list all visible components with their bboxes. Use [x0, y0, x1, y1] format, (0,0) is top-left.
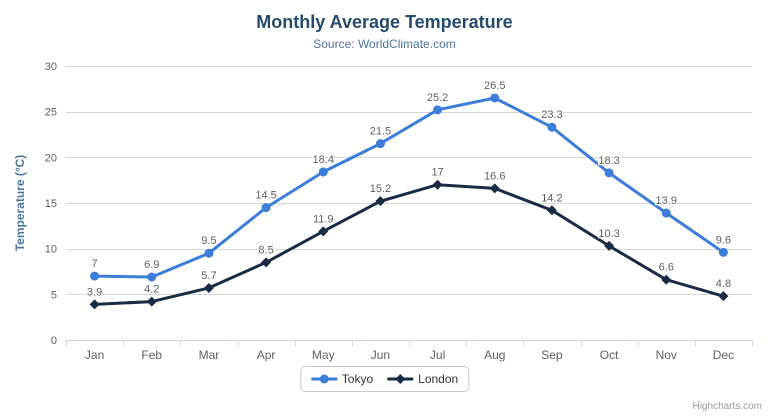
data-label: 18.3 [598, 155, 619, 167]
y-axis-label: 30 [45, 61, 57, 73]
data-point-london-dec[interactable] [718, 291, 729, 302]
chart-subtitle: Source: WorldClimate.com [313, 37, 456, 51]
data-label: 14.2 [541, 192, 562, 204]
data-point-tokyo-aug[interactable] [490, 93, 500, 103]
data-point-london-may[interactable] [318, 226, 329, 237]
data-point-london-jul[interactable] [432, 179, 443, 190]
y-axis-label: 5 [51, 289, 57, 301]
x-axis-label: Feb [141, 348, 162, 362]
data-point-london-jan[interactable] [89, 299, 100, 310]
x-axis-label: Oct [600, 348, 619, 362]
x-axis-label: May [312, 348, 335, 362]
data-point-tokyo-nov[interactable] [661, 208, 671, 218]
x-axis-label: Nov [656, 348, 677, 362]
data-point-tokyo-sep[interactable] [547, 122, 557, 132]
data-label: 13.9 [656, 195, 677, 207]
y-axis-label: 15 [45, 198, 57, 210]
series-line-tokyo[interactable] [93, 96, 725, 279]
data-point-tokyo-apr[interactable] [261, 203, 271, 213]
data-label: 26.5 [484, 80, 505, 92]
data-label: 6.6 [659, 262, 674, 274]
x-axis-label: Jul [430, 348, 445, 362]
data-point-tokyo-oct[interactable] [604, 168, 614, 178]
data-label: 6.9 [144, 259, 159, 271]
data-label: 10.3 [598, 228, 619, 240]
data-point-london-mar[interactable] [203, 282, 214, 293]
legend-label-tokyo: Tokyo [341, 372, 374, 386]
data-point-tokyo-jan[interactable] [90, 271, 100, 281]
data-point-london-feb[interactable] [146, 296, 157, 307]
data-label: 9.5 [201, 235, 216, 247]
data-label: 15.2 [370, 183, 391, 195]
x-axis-label: Mar [199, 348, 220, 362]
data-label: 4.8 [716, 278, 731, 290]
legend-item-tokyo[interactable]: Tokyo [310, 372, 374, 386]
data-point-tokyo-jul[interactable] [433, 105, 443, 115]
y-axis-label: 10 [45, 244, 57, 256]
legend: Tokyo London [299, 366, 470, 392]
data-label: 4.2 [144, 284, 159, 296]
x-axis-label: Jun [371, 348, 390, 362]
data-label: 7 [92, 258, 98, 270]
legend-label-london: London [418, 372, 459, 386]
x-axis-label: Apr [257, 348, 276, 362]
x-axis-label: Dec [713, 348, 734, 362]
series-line-london[interactable] [93, 183, 725, 306]
data-label: 23.3 [541, 109, 562, 121]
x-axis-label: Jan [85, 348, 104, 362]
data-label: 8.5 [258, 244, 273, 256]
legend-item-london[interactable]: London [387, 372, 458, 386]
data-point-london-nov[interactable] [661, 274, 672, 285]
data-label: 11.9 [313, 213, 334, 225]
data-point-tokyo-may[interactable] [318, 167, 328, 177]
data-point-tokyo-feb[interactable] [147, 272, 157, 282]
data-label: 9.6 [716, 234, 731, 246]
data-point-tokyo-dec[interactable] [718, 247, 728, 257]
data-label: 16.6 [484, 170, 505, 182]
data-label: 21.5 [370, 126, 391, 138]
data-point-london-apr[interactable] [261, 257, 272, 268]
y-axis-label: 25 [45, 107, 57, 119]
data-point-london-aug[interactable] [489, 183, 500, 194]
data-point-london-jun[interactable] [375, 196, 386, 207]
data-label: 17 [431, 167, 443, 179]
data-point-tokyo-jun[interactable] [375, 139, 385, 149]
legend-marker-tokyo [310, 374, 337, 384]
data-point-london-sep[interactable] [546, 205, 557, 216]
data-label: 18.4 [313, 154, 334, 166]
data-point-tokyo-mar[interactable] [204, 248, 214, 258]
data-label: 14.5 [255, 190, 276, 202]
x-axis-label: Aug [484, 348, 505, 362]
context-menu-button[interactable] [728, 15, 753, 37]
credits-link[interactable]: Highcharts.com [692, 401, 762, 412]
x-axis-label: Sep [541, 348, 563, 362]
y-axis-label: 20 [45, 152, 57, 164]
y-axis-label: 0 [51, 335, 57, 347]
data-label: 3.9 [87, 286, 102, 298]
data-point-london-oct[interactable] [604, 240, 615, 251]
data-label: 5.7 [201, 270, 216, 282]
legend-marker-london [387, 374, 414, 384]
y-axis-title: Temperature (°C) [13, 155, 27, 252]
data-label: 25.2 [427, 92, 448, 104]
chart-title: Monthly Average Temperature [256, 12, 513, 32]
